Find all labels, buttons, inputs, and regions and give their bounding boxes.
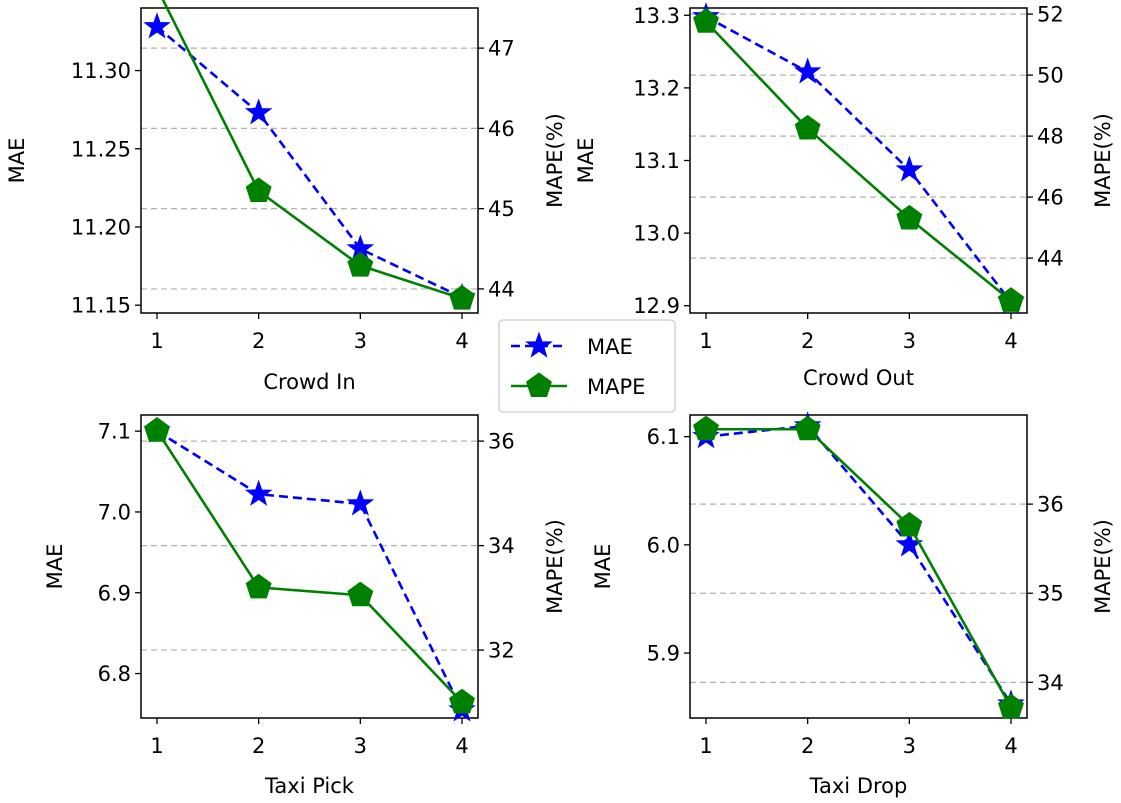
right-y-tick-label: 46	[488, 117, 515, 141]
mae-point-marker	[793, 57, 822, 84]
left-y-tick-label: 13.2	[633, 76, 680, 100]
x-tick-label: 3	[354, 329, 367, 353]
x-tick-label: 1	[150, 734, 163, 758]
mape-point-marker	[245, 573, 272, 599]
left-y-tick-label: 12.9	[633, 294, 680, 318]
right-y-axis-label: MAPE(%)	[1091, 519, 1115, 614]
right-y-tick-label: 34	[1037, 671, 1064, 695]
left-y-tick-label: 5.9	[647, 642, 680, 666]
legend-mae-marker	[525, 331, 553, 358]
left-y-axis-label: MAE	[5, 138, 29, 184]
left-y-axis-label: MAE	[591, 544, 615, 590]
right-y-tick-label: 35	[1037, 582, 1064, 606]
right-y-tick-label: 44	[488, 277, 515, 301]
mape-series-line	[705, 20, 1012, 302]
plot-frame	[140, 414, 479, 719]
mape-point-marker	[347, 581, 374, 607]
right-y-tick-label: 36	[488, 430, 515, 454]
mae-point-marker	[244, 98, 273, 125]
left-y-tick-label: 11.30	[71, 59, 131, 83]
right-y-tick-label: 48	[1037, 125, 1064, 149]
left-y-tick-label: 11.25	[71, 137, 131, 161]
left-y-tick-label: 6.9	[98, 581, 131, 605]
left-y-tick-label: 7.0	[98, 500, 131, 524]
right-y-axis-label: MAPE(%)	[543, 113, 567, 208]
left-y-axis-label: MAE	[43, 544, 67, 590]
left-y-tick-label: 7.1	[98, 420, 131, 444]
left-y-tick-label: 11.20	[71, 215, 131, 239]
mape-point-marker	[794, 415, 821, 441]
mape-series-line	[706, 427, 1013, 708]
x-tick-label: 4	[455, 734, 468, 758]
right-y-tick-label: 44	[1037, 247, 1064, 271]
legend-mape-marker	[526, 372, 552, 398]
mae-point-marker	[244, 479, 273, 506]
mape-point-marker	[144, 417, 170, 442]
mape-point-marker	[449, 688, 475, 714]
right-y-tick-label: 36	[1037, 493, 1064, 517]
right-y-axis-label: MAPE(%)	[1091, 113, 1115, 208]
x-axis-label: Taxi Drop	[809, 774, 908, 798]
mape-point-marker	[693, 8, 719, 33]
mae-point-marker	[895, 155, 924, 182]
plot-frame	[140, 7, 479, 314]
left-y-tick-label: 6.1	[647, 425, 680, 449]
right-y-axis-label: MAPE(%)	[543, 519, 567, 614]
left-y-tick-label: 6.8	[98, 662, 131, 686]
x-tick-label: 2	[252, 329, 265, 353]
mape-point-marker	[998, 287, 1024, 312]
left-y-axis-label: MAE	[574, 138, 598, 184]
x-tick-label: 1	[150, 329, 163, 353]
mape-point-marker	[449, 284, 475, 310]
left-y-tick-label: 13.0	[633, 222, 680, 246]
mae-point-marker	[346, 489, 375, 516]
x-tick-label: 3	[354, 734, 367, 758]
x-tick-label: 4	[455, 329, 468, 353]
x-tick-label: 4	[1004, 734, 1017, 758]
x-tick-label: 3	[903, 734, 916, 758]
mae-series-line	[705, 424, 1013, 705]
mae-point-marker	[143, 12, 171, 39]
x-axis-label: Crowd In	[263, 370, 355, 394]
right-y-tick-label: 32	[488, 639, 515, 663]
x-tick-label: 2	[252, 734, 265, 758]
mape-series-line	[161, 0, 463, 300]
right-y-tick-label: 47	[488, 37, 515, 61]
mape-point-marker	[896, 204, 923, 230]
x-tick-label: 4	[1004, 329, 1017, 353]
mape-point-marker	[245, 177, 272, 203]
mape-point-marker	[693, 415, 719, 441]
mape-point-marker	[347, 252, 374, 277]
left-y-tick-label: 11.15	[71, 294, 131, 318]
x-tick-label: 1	[699, 734, 712, 758]
left-y-tick-label: 13.1	[633, 149, 680, 173]
mae-series-line	[156, 25, 463, 299]
right-y-tick-label: 52	[1037, 3, 1064, 27]
right-y-tick-label: 45	[488, 197, 515, 221]
x-tick-label: 2	[801, 734, 814, 758]
mape-series-line	[155, 429, 463, 704]
legend-mae-label: MAE	[587, 335, 633, 359]
right-y-tick-label: 50	[1037, 64, 1064, 88]
left-y-tick-label: 13.3	[633, 4, 680, 28]
x-axis-label: Crowd Out	[803, 366, 914, 390]
x-tick-label: 1	[699, 329, 712, 353]
x-tick-label: 2	[801, 329, 814, 353]
mape-point-marker	[998, 693, 1024, 719]
right-y-tick-label: 46	[1037, 186, 1064, 210]
left-y-tick-label: 6.0	[647, 533, 680, 557]
plot-frame	[689, 7, 1028, 314]
right-y-tick-label: 34	[488, 534, 515, 558]
plot-frame	[689, 414, 1028, 719]
mae-series-line	[156, 430, 464, 711]
mape-point-marker	[794, 114, 821, 140]
x-tick-label: 3	[903, 329, 916, 353]
x-axis-label: Taxi Pick	[264, 774, 355, 798]
mape-point-marker	[896, 511, 923, 537]
legend-mape-label: MAPE	[587, 375, 645, 399]
mae-series-line	[705, 15, 1013, 303]
